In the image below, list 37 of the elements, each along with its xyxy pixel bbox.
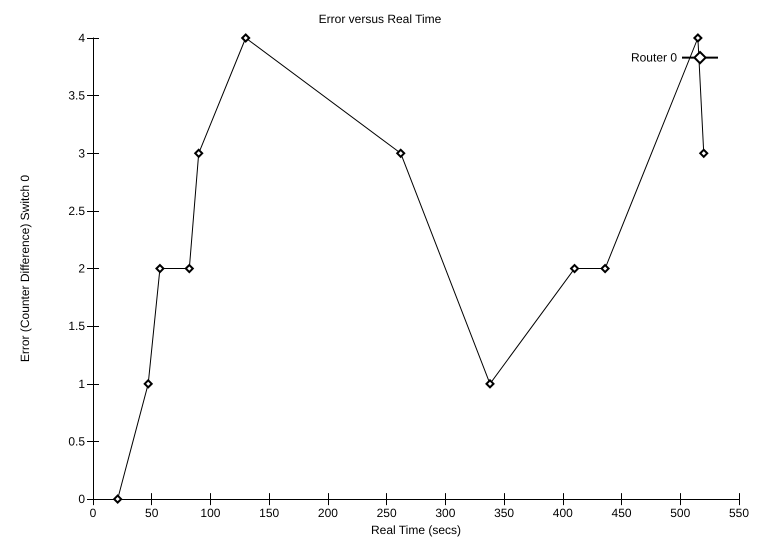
y-tick-label: 2.5 <box>68 204 86 218</box>
legend-label: Router 0 <box>630 50 678 65</box>
y-tick-label: 3 <box>78 146 86 160</box>
x-tick-label: 550 <box>728 506 750 520</box>
point <box>144 379 153 388</box>
point <box>570 264 580 274</box>
y-tick-label: 1 <box>78 376 86 391</box>
x-axis-title: Real Time (secs) <box>370 523 462 537</box>
x-tick-label: 350 <box>494 506 514 520</box>
point <box>113 494 122 504</box>
point <box>194 148 204 158</box>
point <box>155 264 164 274</box>
point <box>699 148 708 158</box>
x-tick-label: 150 <box>259 506 280 520</box>
y-tick-label: 2 <box>78 262 86 276</box>
x-tick-label: 300 <box>435 506 456 520</box>
x-tick-label: 50 <box>145 506 159 520</box>
point <box>693 34 702 42</box>
y-tick-label: 0 <box>78 492 86 506</box>
y-tick-label: 0.5 <box>68 434 86 448</box>
x-tick-label: 250 <box>376 506 397 520</box>
y-tick-label: 3.5 <box>68 88 86 103</box>
x-tick-label: 500 <box>670 506 691 520</box>
x-tick-label: 450 <box>612 506 632 520</box>
point <box>396 148 406 158</box>
x-tick-label: 200 <box>318 506 338 520</box>
x-tick-label: 0 <box>90 506 97 520</box>
y-tick-label: 4 <box>78 31 86 45</box>
x-tick-label: 100 <box>200 506 221 520</box>
point <box>600 264 610 274</box>
point <box>241 34 250 42</box>
y-axis-title: Error (Counter Difference) Switch 0 <box>18 174 32 362</box>
point <box>184 264 194 274</box>
x-tick-label: 400 <box>552 506 574 520</box>
y-tick-label: 1.5 <box>68 319 86 334</box>
point <box>485 379 494 388</box>
chart-title: Error versus Real Time <box>318 12 442 26</box>
